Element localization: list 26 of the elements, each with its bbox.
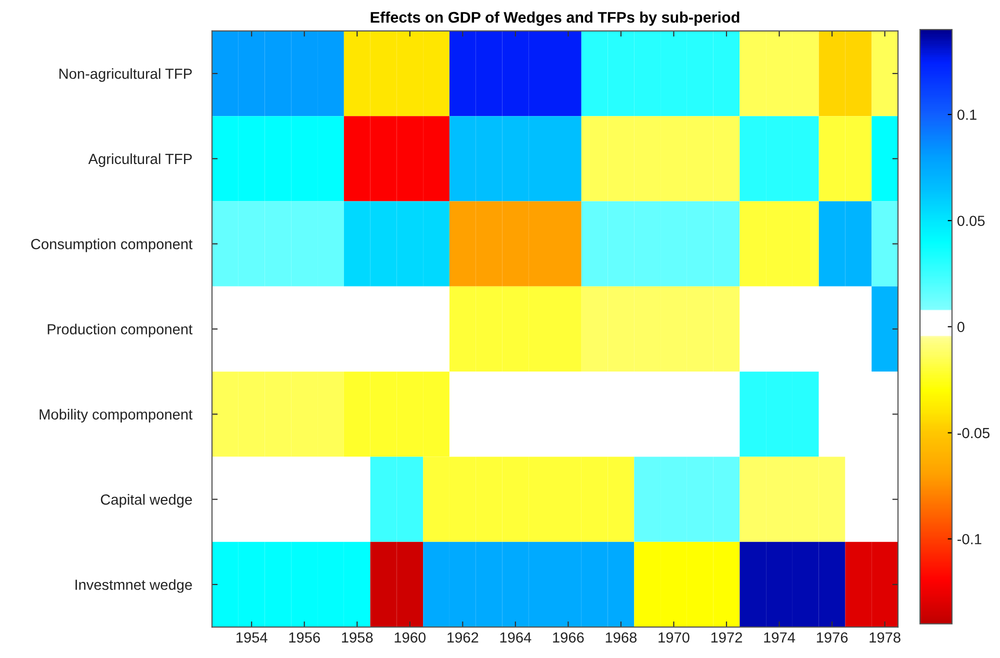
color-bar-label: -0.05	[958, 428, 990, 438]
y-tick-label: Capital wedge	[100, 494, 192, 508]
y-tick-label: Investmnet wedge	[76, 579, 192, 593]
x-tick-label: 1962	[448, 632, 478, 643]
x-tick-label: 1978	[870, 632, 900, 643]
x-tick-label: 1960	[394, 632, 426, 643]
color-bar-label: 0.1	[957, 110, 976, 120]
y-tick-label: Mobility compomponent	[40, 408, 192, 422]
color-bar-label: 0.05	[957, 216, 985, 226]
color-bar-label: 0	[957, 322, 964, 332]
y-tick-label: Production component	[48, 324, 192, 338]
y-tick-label: Non-agricultural TFP	[59, 68, 192, 82]
x-tick-label: 1974	[764, 632, 796, 643]
y-tick-label: Consumption component	[31, 238, 192, 252]
x-tick-label: 1956	[289, 632, 320, 643]
x-tick-label: 1954	[236, 632, 268, 643]
x-tick-label: 1976	[816, 632, 848, 643]
x-tick-label: 1966	[553, 632, 584, 643]
color-bar-label: -0.1	[958, 534, 982, 544]
x-tick-label: 1958	[342, 632, 373, 643]
x-tick-label: 1972	[711, 632, 742, 643]
x-tick-label: 1968	[606, 632, 637, 643]
y-tick-label: Agricultural TFP	[88, 153, 192, 167]
chart-title: Effects on GDP of Wedges and TFPs by sub-period	[370, 12, 740, 26]
x-tick-label: 1970	[658, 632, 690, 643]
x-tick-label: 1964	[500, 632, 532, 643]
